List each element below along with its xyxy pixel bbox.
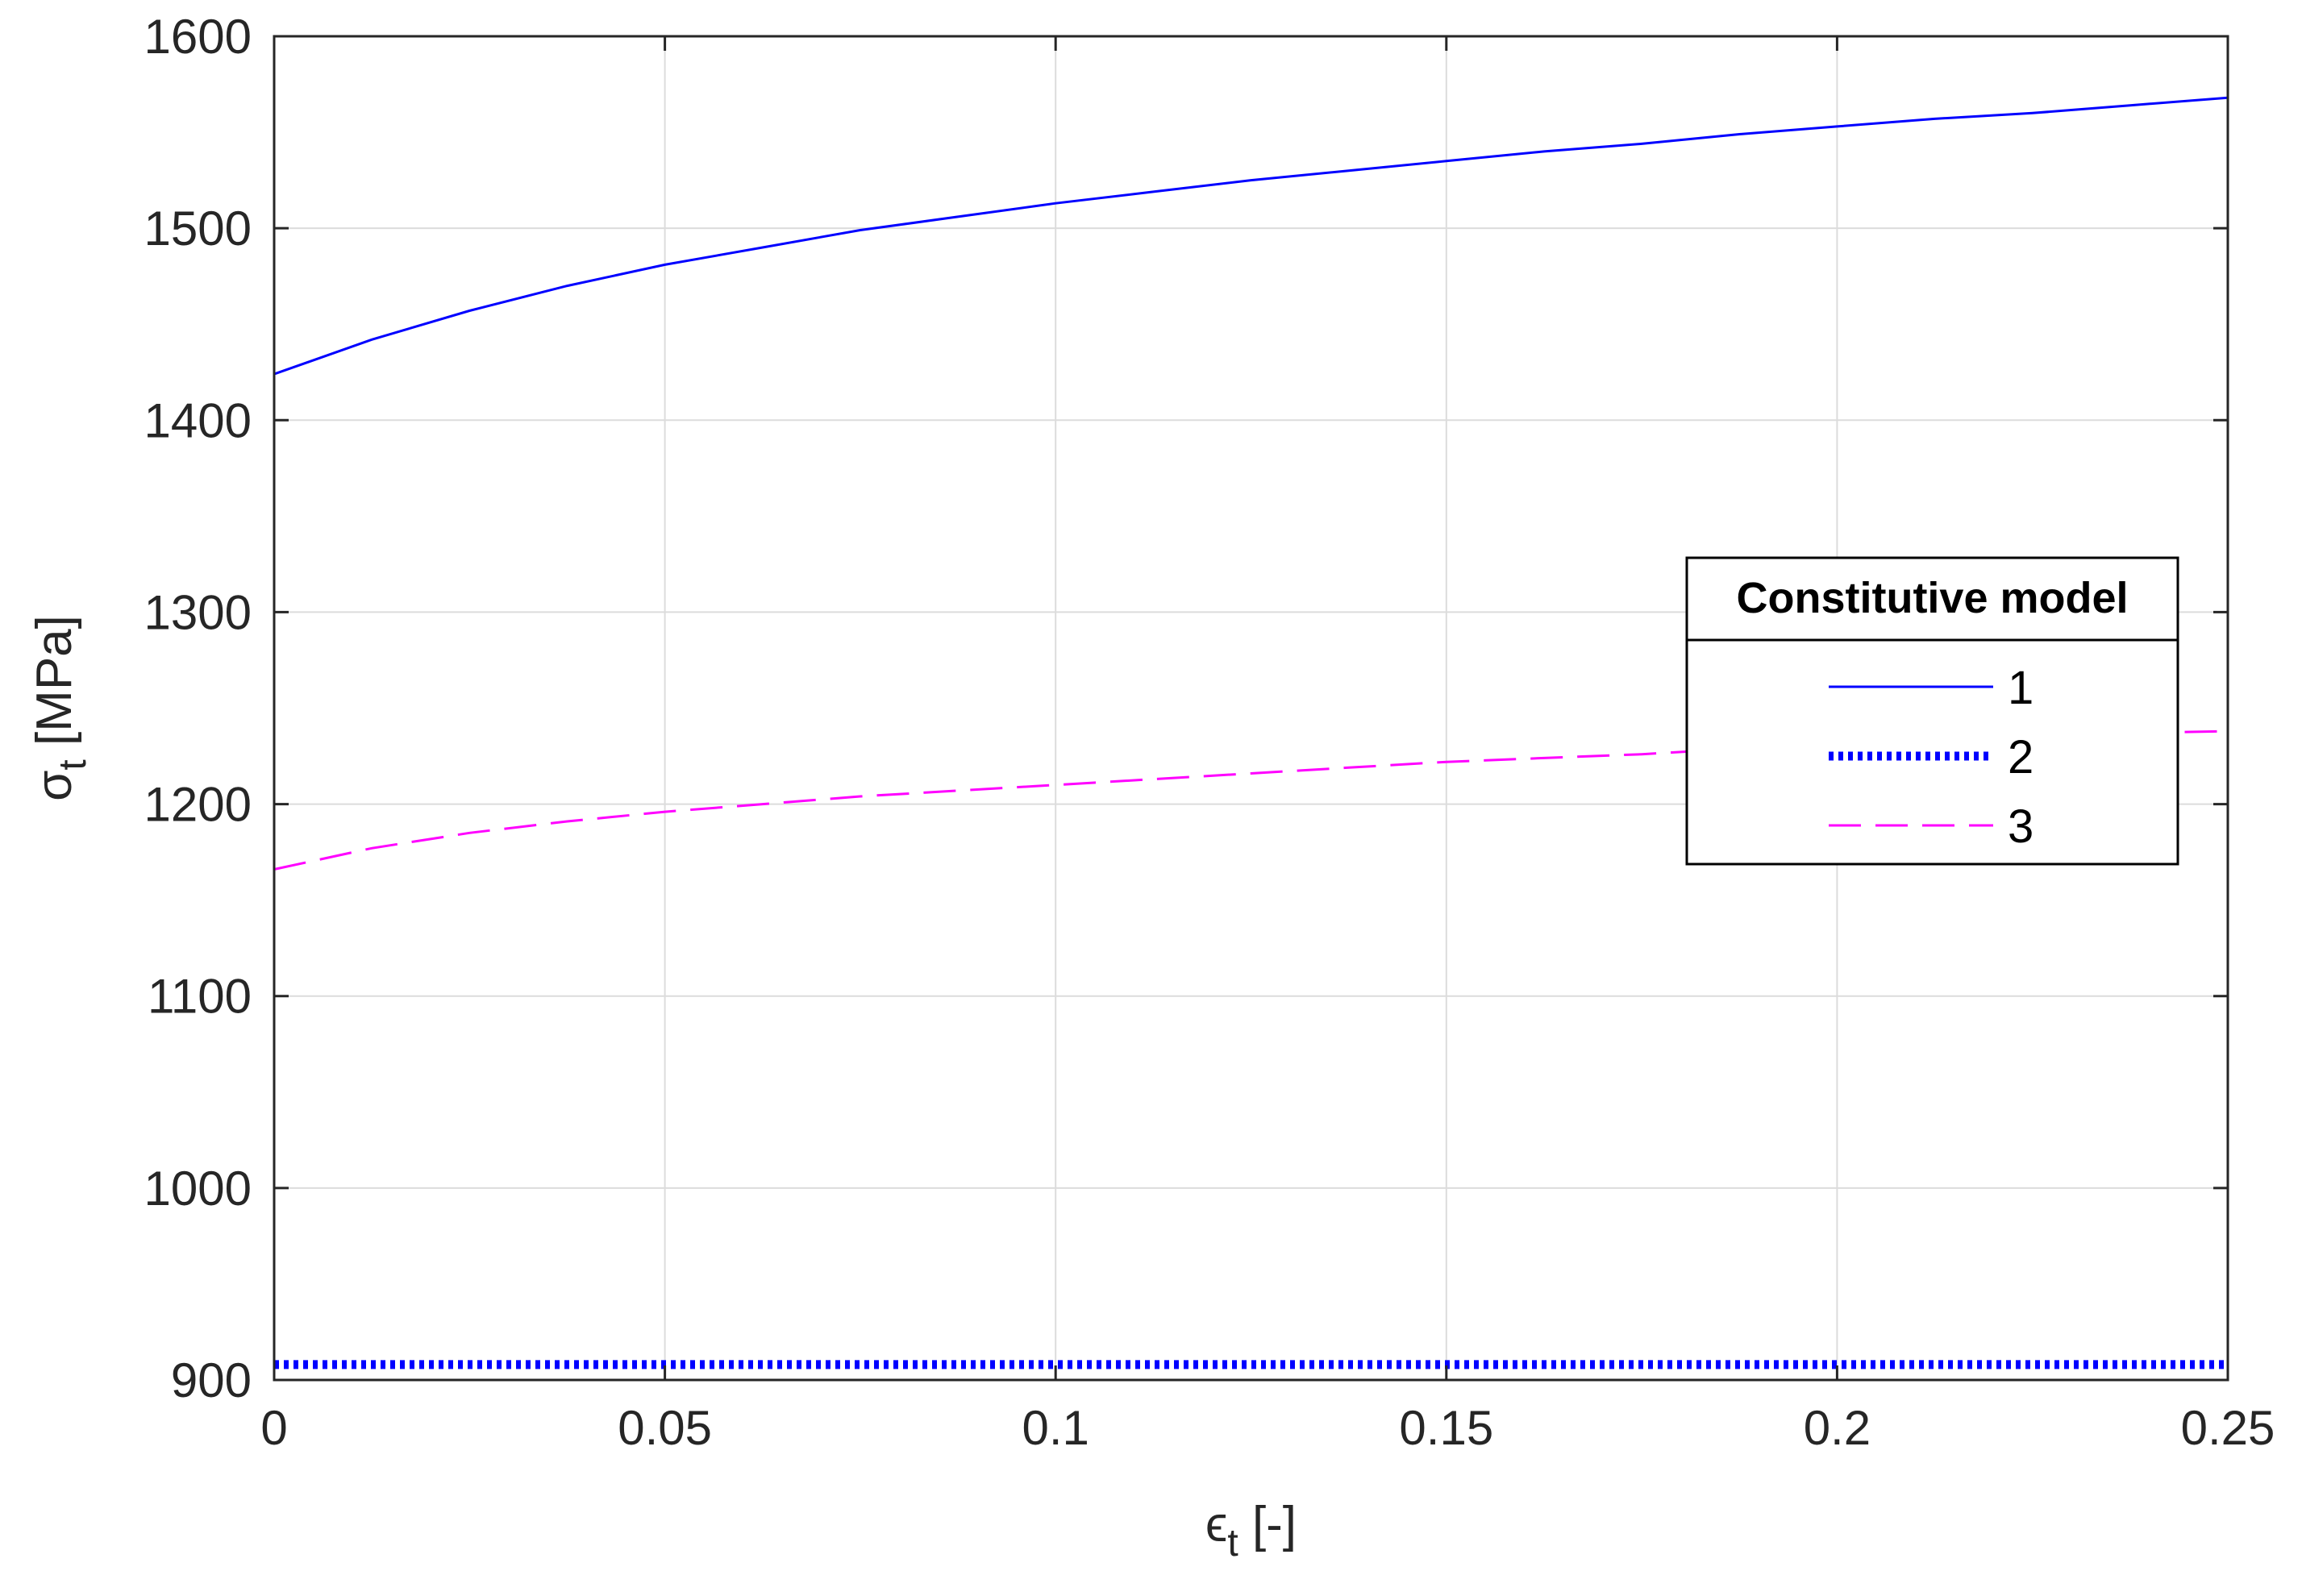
y-tick-label: 1200: [144, 778, 252, 832]
y-axis-unit-text: [MPa]: [27, 615, 82, 746]
x-tick-labels: 0 0.05 0.1 0.15 0.2 0.25: [260, 36, 2275, 1455]
series-3-line: [273, 729, 2229, 871]
y-tick-label: 1500: [144, 202, 252, 256]
x-axis-symbol: ϵ: [1205, 1497, 1227, 1552]
legend-entries: 1 2 3: [1829, 662, 2034, 853]
x-axis-unit: [1238, 1497, 1252, 1552]
legend-label-2: 2: [2008, 731, 2034, 783]
x-tick-label: 0.15: [1399, 1401, 1493, 1455]
x-axis-subscript: t: [1227, 1522, 1238, 1565]
x-axis-unit-text: [-]: [1252, 1497, 1297, 1552]
y-axis-label: σt [MPa]: [27, 615, 94, 801]
series-1-line: [273, 96, 2229, 376]
x-tick-label: 0.25: [2181, 1401, 2275, 1455]
legend-label-1: 1: [2008, 662, 2034, 714]
x-tick-label: 0.05: [618, 1401, 712, 1455]
y-axis-subscript: t: [52, 759, 94, 770]
legend-box: [1685, 556, 2179, 866]
y-tick-label: 1400: [144, 393, 252, 447]
y-tick-label: 1100: [148, 970, 252, 1024]
series-layer: [273, 96, 2229, 1369]
legend-title: Constitutive model: [1736, 574, 2128, 622]
x-tick-label: 0.1: [1022, 1401, 1089, 1455]
x-tick-label: 0: [260, 1401, 287, 1455]
x-tick-label: 0.2: [1804, 1401, 1871, 1455]
y-tick-label: 1600: [144, 10, 252, 64]
x-axis-label: ϵt [-]: [1205, 1497, 1297, 1565]
plot-frame: [273, 35, 2229, 1382]
legend-label-3: 3: [2008, 800, 2034, 853]
y-axis-symbol: σ: [27, 771, 82, 801]
y-axis-gap: [27, 746, 82, 759]
y-tick-label: 1000: [144, 1162, 252, 1216]
y-tick-label: 1300: [144, 585, 252, 639]
y-tick-labels: 900 1000 1100 1200 1300 1400 1500 1600: [144, 10, 2228, 1407]
legend: Constitutive model 1 2 3: [1685, 556, 2179, 866]
y-tick-label: 900: [171, 1353, 252, 1407]
